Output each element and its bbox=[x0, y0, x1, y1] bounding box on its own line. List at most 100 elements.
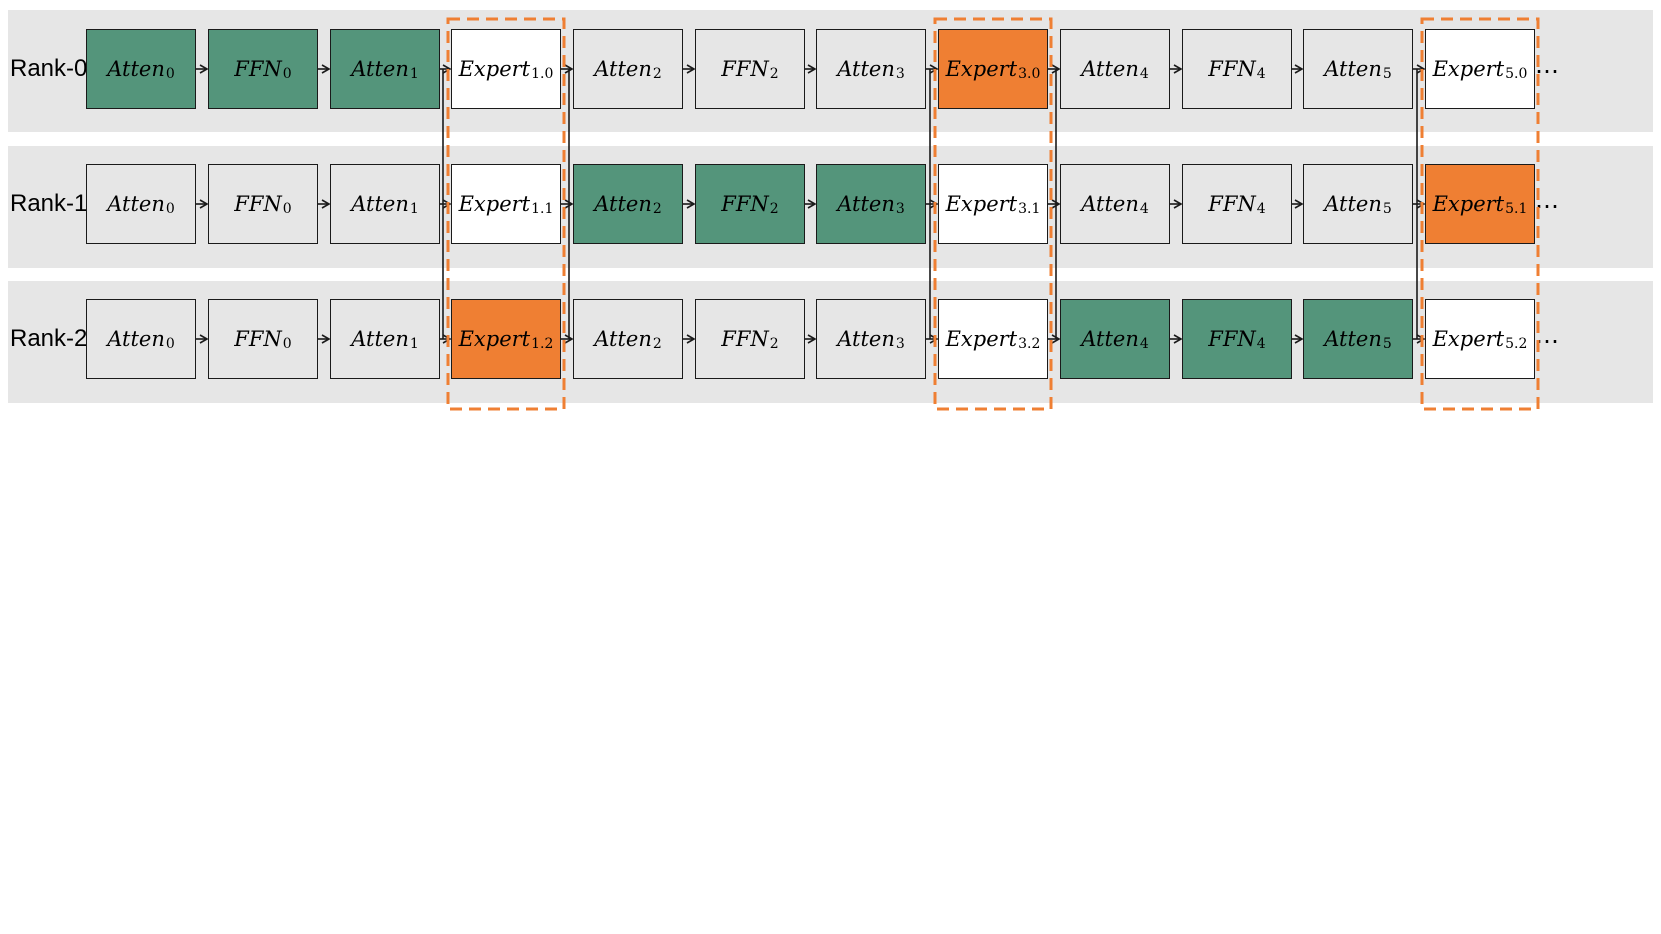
ffn-block: FFN 0 bbox=[208, 29, 318, 109]
atten-block: Atten 1 bbox=[330, 29, 440, 109]
block-subscript: 0 bbox=[165, 201, 175, 217]
block-name: Atten bbox=[594, 327, 652, 351]
ffn-block: FFN 0 bbox=[208, 299, 318, 379]
atten-block: Atten 4 bbox=[1060, 164, 1170, 244]
block-name: Expert bbox=[458, 57, 531, 81]
block-name: Atten bbox=[594, 57, 652, 81]
block-subscript: 1 bbox=[409, 336, 419, 352]
block-name: Expert bbox=[1432, 327, 1505, 351]
block-name: Atten bbox=[1324, 192, 1382, 216]
block-subscript: 3 bbox=[895, 66, 905, 82]
continuation-ellipsis: … bbox=[1535, 186, 1559, 214]
ffn-block: FFN 2 bbox=[695, 299, 805, 379]
rank-label: Rank-2 bbox=[10, 325, 88, 352]
block-name: FFN bbox=[721, 327, 769, 351]
atten-block: Atten 1 bbox=[330, 299, 440, 379]
block-subscript: 0 bbox=[282, 201, 292, 217]
block-subscript: 3.0 bbox=[1018, 66, 1041, 82]
block-name: Atten bbox=[1081, 327, 1139, 351]
ffn-block: FFN 4 bbox=[1182, 299, 1292, 379]
block-name: Atten bbox=[1324, 57, 1382, 81]
block-name: Expert bbox=[945, 327, 1018, 351]
block-name: Atten bbox=[351, 192, 409, 216]
block-subscript: 5 bbox=[1382, 336, 1392, 352]
atten-block: Atten 5 bbox=[1303, 299, 1413, 379]
block-subscript: 2 bbox=[769, 201, 779, 217]
block-subscript: 5 bbox=[1382, 66, 1392, 82]
block-name: FFN bbox=[1208, 327, 1256, 351]
block-name: Atten bbox=[1081, 192, 1139, 216]
block-name: FFN bbox=[234, 327, 282, 351]
atten-block: Atten 3 bbox=[816, 164, 926, 244]
block-subscript: 2 bbox=[652, 336, 662, 352]
expert-block: Expert 5.0 bbox=[1425, 29, 1535, 109]
atten-block: Atten 1 bbox=[330, 164, 440, 244]
block-subscript: 5.1 bbox=[1505, 201, 1528, 217]
block-name: Expert bbox=[1432, 57, 1505, 81]
block-subscript: 2 bbox=[769, 336, 779, 352]
block-subscript: 4 bbox=[1256, 201, 1266, 217]
block-subscript: 0 bbox=[282, 336, 292, 352]
atten-block: Atten 4 bbox=[1060, 29, 1170, 109]
ffn-block: FFN 0 bbox=[208, 164, 318, 244]
block-name: FFN bbox=[1208, 192, 1256, 216]
expert-block: Expert 1.2 bbox=[451, 299, 561, 379]
block-subscript: 4 bbox=[1139, 66, 1149, 82]
block-name: Atten bbox=[594, 192, 652, 216]
block-name: FFN bbox=[721, 57, 769, 81]
block-name: FFN bbox=[234, 192, 282, 216]
block-name: Expert bbox=[458, 192, 531, 216]
block-name: Atten bbox=[1324, 327, 1382, 351]
expert-block: Expert 5.2 bbox=[1425, 299, 1535, 379]
ffn-block: FFN 4 bbox=[1182, 164, 1292, 244]
block-subscript: 5 bbox=[1382, 201, 1392, 217]
block-subscript: 4 bbox=[1256, 66, 1266, 82]
block-subscript: 1 bbox=[409, 201, 419, 217]
block-subscript: 3.1 bbox=[1018, 201, 1041, 217]
block-subscript: 4 bbox=[1139, 336, 1149, 352]
block-subscript: 5.0 bbox=[1505, 66, 1528, 82]
block-name: Expert bbox=[1432, 192, 1505, 216]
block-subscript: 1.2 bbox=[531, 336, 554, 352]
block-name: Expert bbox=[945, 192, 1018, 216]
atten-block: Atten 3 bbox=[816, 299, 926, 379]
block-subscript: 2 bbox=[652, 201, 662, 217]
block-subscript: 1 bbox=[409, 66, 419, 82]
atten-block: Atten 0 bbox=[86, 299, 196, 379]
block-subscript: 1.0 bbox=[531, 66, 554, 82]
block-name: Expert bbox=[945, 57, 1018, 81]
block-subscript: 4 bbox=[1139, 201, 1149, 217]
rank-label: Rank-1 bbox=[10, 190, 88, 217]
block-subscript: 3.2 bbox=[1018, 336, 1041, 352]
block-subscript: 5.2 bbox=[1505, 336, 1528, 352]
expert-block: Expert 5.1 bbox=[1425, 164, 1535, 244]
block-name: Atten bbox=[351, 57, 409, 81]
block-name: Atten bbox=[107, 57, 165, 81]
block-name: Atten bbox=[837, 192, 895, 216]
atten-block: Atten 5 bbox=[1303, 29, 1413, 109]
continuation-ellipsis: … bbox=[1535, 51, 1559, 79]
atten-block: Atten 3 bbox=[816, 29, 926, 109]
ffn-block: FFN 2 bbox=[695, 29, 805, 109]
block-subscript: 0 bbox=[165, 336, 175, 352]
atten-block: Atten 2 bbox=[573, 299, 683, 379]
atten-block: Atten 0 bbox=[86, 164, 196, 244]
block-subscript: 2 bbox=[652, 66, 662, 82]
atten-block: Atten 5 bbox=[1303, 164, 1413, 244]
expert-block: Expert 1.0 bbox=[451, 29, 561, 109]
expert-block: Expert 1.1 bbox=[451, 164, 561, 244]
block-name: FFN bbox=[721, 192, 769, 216]
expert-block: Expert 3.2 bbox=[938, 299, 1048, 379]
block-name: FFN bbox=[234, 57, 282, 81]
block-name: Atten bbox=[1081, 57, 1139, 81]
block-subscript: 3 bbox=[895, 201, 905, 217]
atten-block: Atten 2 bbox=[573, 29, 683, 109]
block-name: FFN bbox=[1208, 57, 1256, 81]
ffn-block: FFN 2 bbox=[695, 164, 805, 244]
block-name: Atten bbox=[107, 327, 165, 351]
ffn-block: FFN 4 bbox=[1182, 29, 1292, 109]
expert-block: Expert 3.0 bbox=[938, 29, 1048, 109]
block-subscript: 1.1 bbox=[531, 201, 554, 217]
block-subscript: 0 bbox=[282, 66, 292, 82]
